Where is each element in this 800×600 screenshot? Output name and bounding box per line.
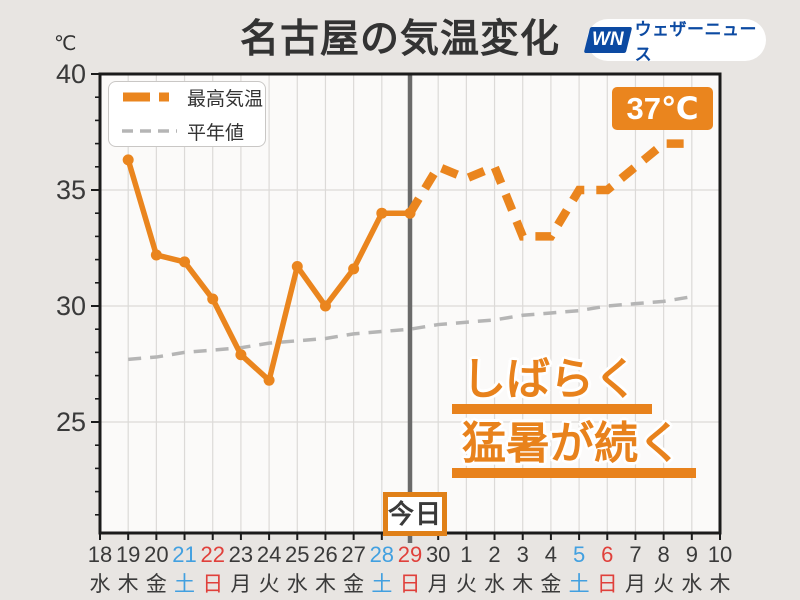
svg-text:土: 土 [569,573,590,596]
x-axis-labels: 18水19木20金21土22日23月24火25水26木27金28土29日30月1… [88,542,732,596]
svg-text:23: 23 [229,542,253,567]
svg-text:金: 金 [540,573,561,596]
svg-text:29: 29 [398,542,422,567]
svg-text:9: 9 [686,542,698,567]
svg-text:7: 7 [629,542,641,567]
svg-text:火: 火 [259,573,280,596]
svg-text:木: 木 [512,573,533,596]
svg-text:30: 30 [426,542,450,567]
svg-text:40: 40 [56,59,86,89]
svg-text:水: 水 [484,573,505,596]
svg-text:火: 火 [653,573,674,596]
heat-caption: しばらく 猛暑が続く [452,356,752,478]
svg-text:木: 木 [118,573,139,596]
svg-text:4: 4 [545,542,557,567]
svg-text:21: 21 [172,542,196,567]
svg-text:27: 27 [341,542,365,567]
svg-text:木: 木 [710,573,731,596]
svg-text:3: 3 [517,542,529,567]
heat-caption-line-2: 猛暑が続く [452,420,696,478]
gray-dash-swatch-icon [122,129,177,133]
svg-text:8: 8 [658,542,670,567]
svg-text:1: 1 [460,542,472,567]
forecast-max-temp-line [406,139,692,241]
svg-text:月: 月 [625,573,646,596]
svg-text:25: 25 [285,542,309,567]
svg-text:日: 日 [597,573,618,596]
svg-text:26: 26 [313,542,337,567]
svg-text:水: 水 [90,573,111,596]
peak-temp-badge: 37℃ [612,87,713,130]
svg-text:水: 水 [287,573,308,596]
weathernews-logo: WN ウェザーニュース [583,19,766,64]
svg-text:土: 土 [371,573,392,596]
svg-text:25: 25 [56,407,86,437]
svg-text:月: 月 [230,573,251,596]
legend-label-normal: 平年値 [187,122,245,144]
svg-text:18: 18 [88,542,112,567]
orange-dash-swatch-icon [123,92,177,102]
page-title: 名古屋の気温変化 [239,18,560,61]
svg-text:28: 28 [370,542,394,567]
svg-text:5: 5 [573,542,585,567]
svg-text:22: 22 [200,542,224,567]
svg-text:木: 木 [315,573,336,596]
svg-text:金: 金 [146,573,167,596]
svg-text:月: 月 [428,573,449,596]
legend-label-max-temp: 最高気温 [187,88,264,110]
svg-text:金: 金 [343,573,364,596]
y-axis-labels: 25 30 35 40 [56,59,86,437]
svg-text:10: 10 [708,542,732,567]
chart-legend: 最高気温 平年値 [108,81,266,147]
svg-text:30: 30 [56,291,86,321]
svg-text:火: 火 [456,573,477,596]
heat-caption-line-1: しばらく [452,356,652,414]
svg-text:日: 日 [202,573,223,596]
svg-text:土: 土 [174,573,195,596]
weathernews-logo-text: ウェザーニュース [634,20,758,64]
legend-item-normal: 平年値 [121,118,265,145]
today-label: 今日 [383,492,447,536]
svg-text:6: 6 [601,542,613,567]
legend-item-max-temp: 最高気温 [121,84,265,111]
svg-text:水: 水 [681,573,702,596]
svg-text:2: 2 [488,542,500,567]
svg-text:日: 日 [400,573,421,596]
svg-text:24: 24 [257,542,281,567]
normal-values-line [128,294,693,362]
y-axis-unit-label: ℃ [54,33,77,55]
svg-text:19: 19 [116,542,140,567]
svg-text:35: 35 [56,175,86,205]
svg-text:20: 20 [144,542,168,567]
observed-data-points [122,154,416,386]
